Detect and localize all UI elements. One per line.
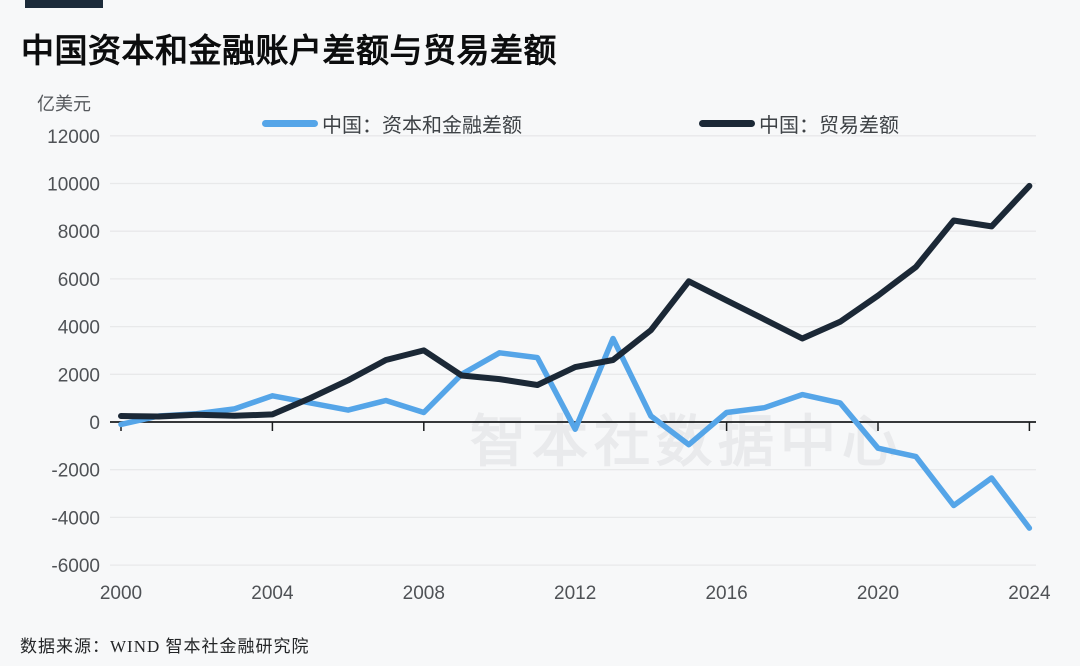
y-tick-label: -4000: [51, 508, 100, 529]
trade-series-swatch-icon: [699, 119, 755, 127]
series-line-capital: [118, 335, 1033, 531]
legend-label-trade: 中国：贸易差额: [759, 114, 899, 137]
legend-label-capital: 中国：资本和金融差额: [322, 114, 522, 137]
legend: 中国：资本和金融差额 中国：贸易差额: [0, 110, 1080, 137]
x-tick-label: 2016: [705, 583, 747, 604]
y-tick-label: -6000: [51, 556, 100, 577]
y-tick-label: 2000: [58, 365, 100, 386]
series-line-trade: [118, 182, 1033, 420]
y-axis-unit-label: 亿美元: [37, 94, 91, 114]
y-tick-label: 12000: [47, 127, 100, 148]
x-tick-label: 2012: [554, 583, 596, 604]
capital-series-swatch-icon: [262, 119, 318, 127]
data-source-note: 数据来源：WIND 智本社金融研究院: [20, 637, 310, 656]
legend-item-trade: 中国：贸易差额: [699, 110, 899, 137]
y-tick-label: -2000: [51, 461, 100, 482]
y-tick-label: 8000: [58, 222, 100, 243]
y-tick-label: 4000: [58, 318, 100, 339]
x-tick-label: 2024: [1008, 583, 1051, 604]
y-tick-label: 10000: [47, 175, 100, 196]
chart-title: 中国资本和金融账户差额与贸易差额: [21, 32, 557, 69]
x-tick-label: 2008: [403, 583, 445, 604]
title-accent-bar: [25, 0, 103, 8]
legend-item-capital: 中国：资本和金融差额: [262, 110, 522, 137]
x-tick-label: 2000: [100, 583, 142, 604]
x-tick-label: 2020: [857, 583, 899, 604]
y-tick-label: 0: [89, 413, 100, 434]
y-tick-label: 6000: [58, 270, 100, 291]
x-tick-label: 2004: [251, 583, 294, 604]
